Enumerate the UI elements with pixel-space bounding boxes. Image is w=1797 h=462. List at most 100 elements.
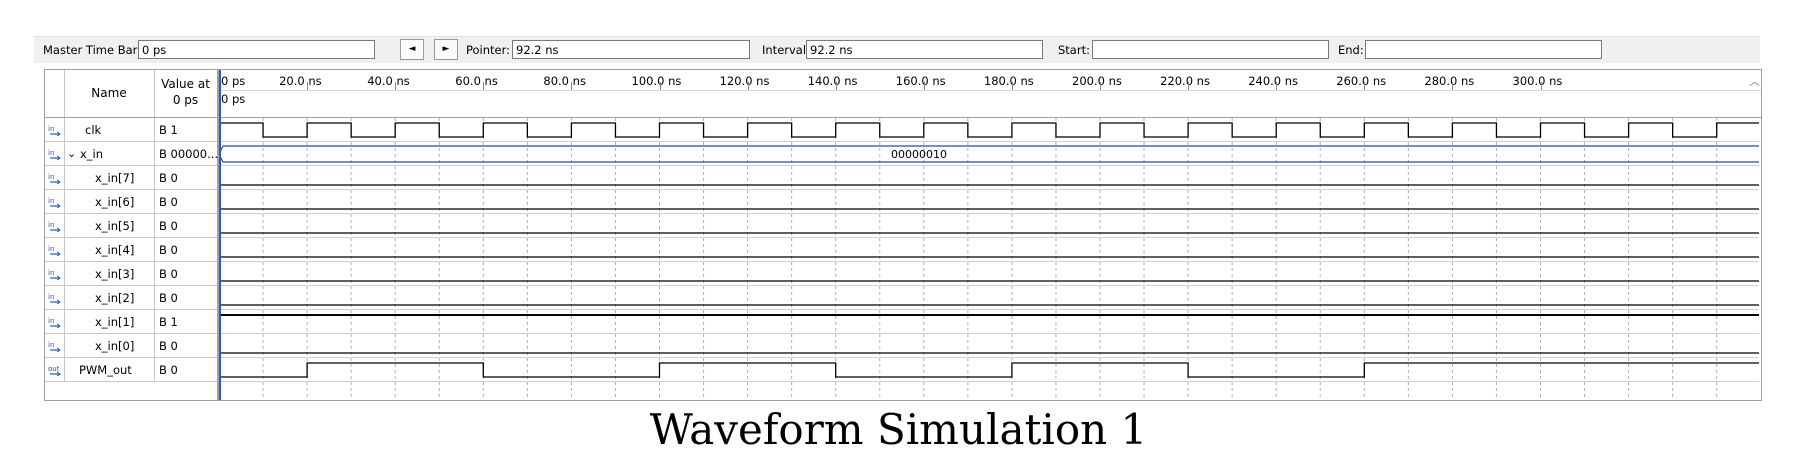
master-time-bar-label: Master Time Bar: [43, 43, 142, 57]
signal-name: x_in[7] [95, 171, 135, 185]
signal-row[interactable]: in x_in[6] B 0 [45, 190, 217, 214]
signal-value: B 0 [159, 291, 178, 305]
signal-row[interactable]: out PWM_out B 0 [45, 358, 217, 382]
ruler-tick [307, 82, 309, 90]
ruler-tick [571, 82, 573, 90]
ruler-tick-label: 100.0 ns [631, 74, 682, 88]
pointer-label: Pointer: [466, 43, 511, 57]
signal-header: Name Value at 0 ps [45, 70, 217, 118]
input-pin-icon: in [48, 124, 62, 137]
signal-row[interactable]: in ⌄ x_in B 00000... [45, 142, 218, 166]
input-pin-icon: in [48, 172, 62, 185]
signal-row[interactable]: in x_in[0] B 0 [45, 334, 217, 358]
input-pin-icon: in [48, 292, 62, 305]
signal-value: B 1 [159, 315, 178, 329]
signal-row[interactable]: in x_in[4] B 0 [45, 238, 217, 262]
signal-value: B 0 [159, 243, 178, 257]
signal-value: B 1 [159, 123, 178, 137]
ruler-tick [1364, 82, 1366, 90]
signal-value: B 0 [159, 339, 178, 353]
signal-name: x_in[1] [95, 315, 135, 329]
ruler-tick-label: 0 ps [221, 74, 246, 88]
ruler-tick-label: 20.0 ns [279, 74, 322, 88]
ruler-tick [1100, 82, 1101, 90]
signal-row[interactable]: in x_in[3] B 0 [45, 262, 217, 286]
ruler-tick-label: 180.0 ns [983, 74, 1034, 88]
input-pin-icon: in [48, 244, 62, 257]
signal-row[interactable]: in clk B 1 [45, 118, 217, 142]
signal-value: B 0 [159, 171, 178, 185]
signal-name: PWM_out [79, 363, 132, 377]
ruler-tick [1188, 82, 1190, 90]
input-pin-icon: in [48, 196, 62, 209]
signal-row[interactable]: in x_in[7] B 0 [45, 166, 217, 190]
svg-text:in: in [48, 149, 54, 157]
bus-wave-start [219, 145, 224, 163]
ruler-tick-label: 40.0 ns [367, 74, 410, 88]
signal-value: B 0 [159, 219, 178, 233]
clk-wave [219, 122, 1759, 138]
signal-name: x_in[3] [95, 267, 135, 281]
svg-text:in: in [48, 317, 54, 325]
signal-row[interactable]: in x_in[2] B 0 [45, 286, 217, 310]
svg-text:in: in [48, 173, 54, 181]
name-column-header[interactable]: Name [64, 70, 155, 117]
master-time-bar-field[interactable]: 0 ps [138, 40, 375, 59]
input-pin-icon: in [48, 340, 62, 353]
ruler-tick [1011, 82, 1013, 90]
ruler-tick-label: 240.0 ns [1248, 74, 1299, 88]
signal-value: B 0 [159, 195, 178, 209]
start-field[interactable] [1092, 40, 1329, 59]
interval-field[interactable]: 92.2 ns [806, 40, 1043, 59]
end-field[interactable] [1365, 40, 1602, 59]
waveform-area[interactable]: 00000010 [219, 70, 1759, 400]
pwm-out-wave [219, 362, 1759, 378]
signal-row[interactable]: in x_in[1] B 1 [45, 310, 217, 334]
ruler-tick [483, 82, 485, 90]
ruler-tick [395, 82, 397, 90]
figure-caption: Waveform Simulation 1 [649, 405, 1148, 454]
time-ruler[interactable]: 0 ps 20.0 ns 40.0 ns 60.0 ns 80.0 ns 100.0 ns… [219, 70, 1761, 118]
ruler-tick-label: 160.0 ns [895, 74, 946, 88]
triangle-right-icon: ► [442, 44, 450, 54]
pointer-field[interactable]: 92.2 ns [512, 40, 750, 59]
interval-label: Interval: [762, 43, 810, 57]
ruler-tick-label: 260.0 ns [1336, 74, 1387, 88]
ruler-tick [1540, 82, 1542, 90]
time-bar-toolbar: Master Time Bar: 0 ps ◄ ► Pointer: 92.2 … [34, 36, 1760, 63]
signal-name: clk [85, 123, 102, 137]
bus-value-label: 00000010 [891, 148, 947, 161]
ruler-tick [923, 82, 925, 90]
svg-text:in: in [48, 197, 54, 205]
svg-text:in: in [48, 221, 54, 229]
previous-transition-button[interactable]: ◄ [400, 39, 424, 60]
signal-name: x_in[2] [95, 291, 135, 305]
chevron-down-icon[interactable]: ⌄ [67, 147, 77, 160]
value-at-label: Value at [161, 77, 210, 91]
ruler-tick [659, 82, 661, 90]
ruler-tick-label: 300.0 ns [1512, 74, 1563, 88]
ruler-tick-label: 120.0 ns [719, 74, 770, 88]
signal-name: x_in[0] [95, 339, 135, 353]
ruler-tick [1452, 82, 1454, 90]
svg-text:in: in [48, 269, 54, 277]
waveform-panel: Name Value at 0 ps 0 ps 20.0 ns 40.0 ns 60.… [44, 69, 1762, 401]
column-divider[interactable] [217, 70, 219, 400]
value-at-time: 0 ps [172, 93, 199, 107]
svg-text:out: out [48, 365, 60, 373]
ruler-tick-label: 80.0 ns [543, 74, 586, 88]
signal-name: x_in[6] [95, 195, 135, 209]
svg-text:in: in [48, 125, 54, 133]
scroll-up-icon[interactable]: ︿ [1749, 75, 1760, 88]
ruler-tick [1276, 82, 1278, 90]
input-pin-icon: in [48, 268, 62, 281]
signal-name: x_in[4] [95, 243, 135, 257]
svg-text:in: in [48, 341, 54, 349]
value-column-header[interactable]: Value at 0 ps [154, 76, 217, 108]
signal-row[interactable]: in x_in[5] B 0 [45, 214, 217, 238]
ruler-tick-label: 60.0 ns [455, 74, 498, 88]
signal-name: x_in[5] [95, 219, 135, 233]
next-transition-button[interactable]: ► [434, 39, 458, 60]
input-bus-icon: in [48, 148, 62, 161]
output-pin-icon: out [48, 364, 62, 377]
